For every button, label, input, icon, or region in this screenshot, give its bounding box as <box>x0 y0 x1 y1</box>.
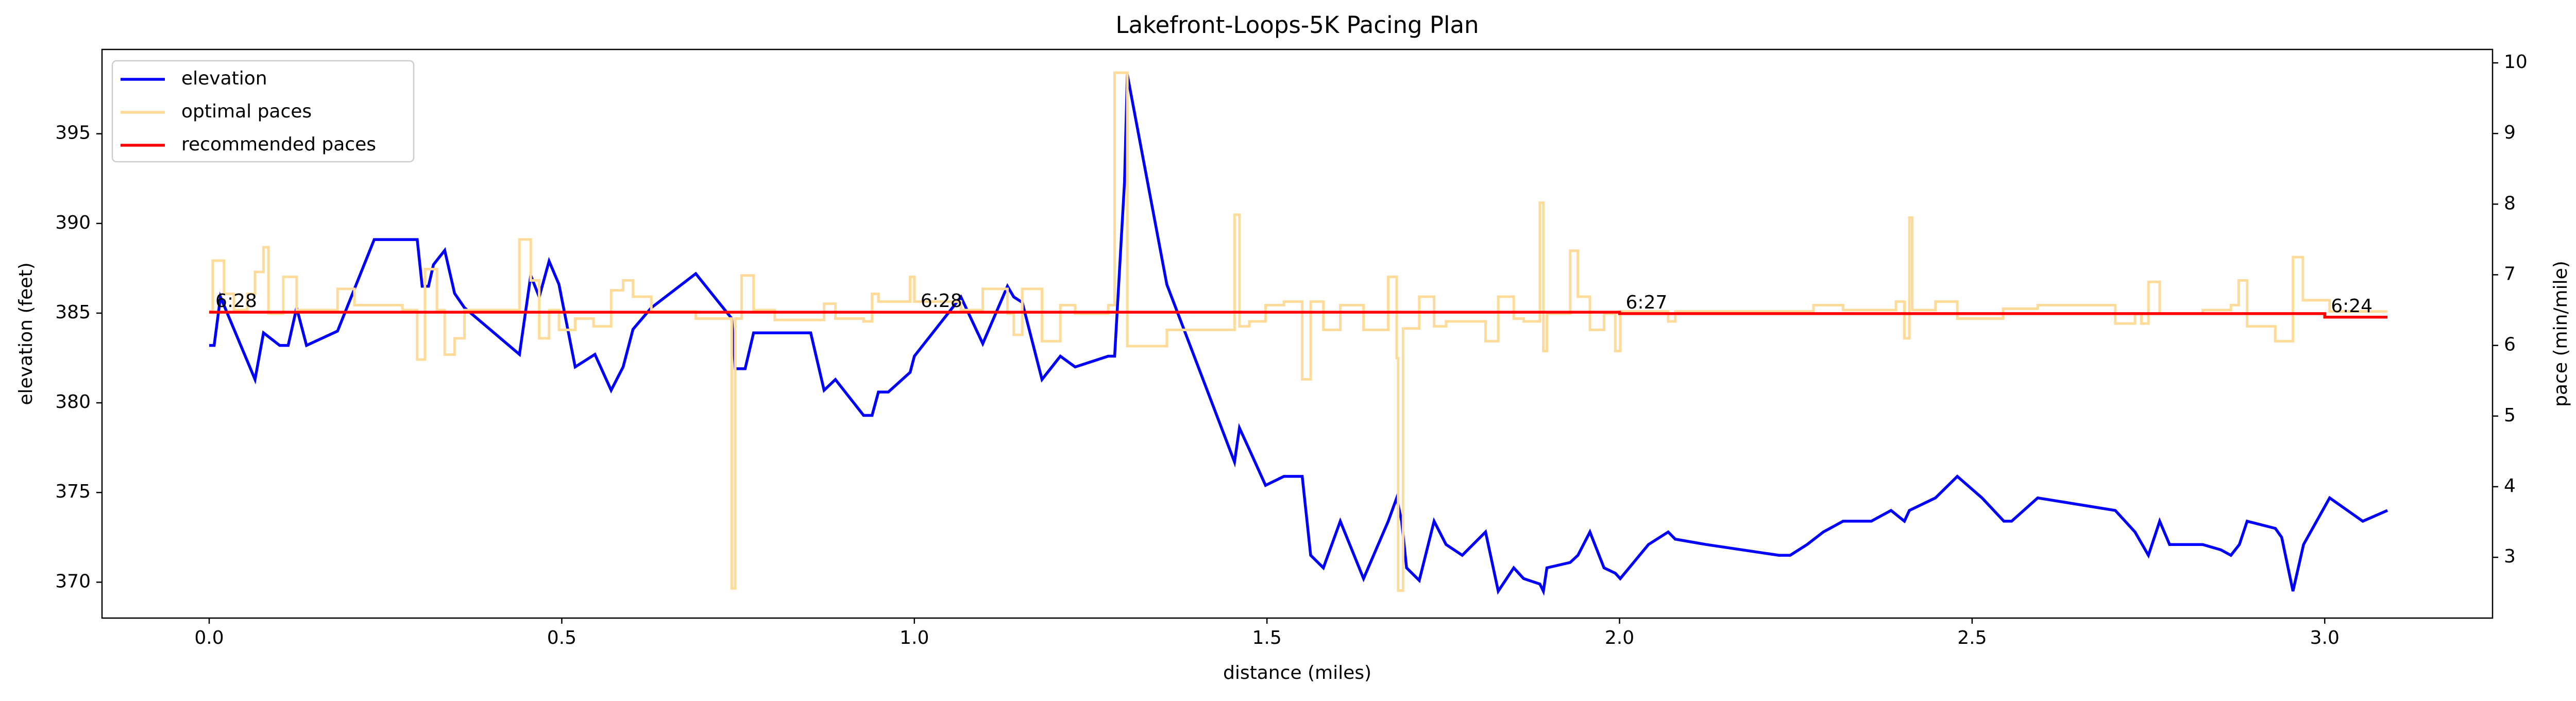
pace-annotation: 6:28 <box>215 290 257 312</box>
y-axis-label: elevation (feet) <box>15 262 37 405</box>
x-tick-label: 1.5 <box>1252 627 1282 648</box>
x-tick-label: 0.0 <box>194 627 224 648</box>
x-tick-label: 2.0 <box>1605 627 1634 648</box>
y2-tick-label: 7 <box>2504 263 2516 284</box>
y2-tick-label: 10 <box>2504 52 2528 73</box>
y-tick-label: 385 <box>55 302 91 323</box>
y-tick-label: 390 <box>55 212 91 233</box>
legend-box <box>111 60 415 163</box>
y2-tick-label: 4 <box>2504 475 2516 497</box>
x-tick-label: 2.5 <box>1957 627 1987 648</box>
legend-label: recommended paces <box>181 134 376 155</box>
y-tick-label: 395 <box>55 123 91 144</box>
plot-frame <box>101 48 2494 619</box>
y2-tick-label: 9 <box>2504 122 2516 143</box>
y2-tick-label: 8 <box>2504 193 2516 214</box>
pace-annotation: 6:27 <box>1626 292 1668 313</box>
x-tick-label: 0.5 <box>547 627 577 648</box>
x-axis-label: distance (miles) <box>1223 662 1371 683</box>
y2-tick-label: 5 <box>2504 405 2516 426</box>
pace-annotation: 6:28 <box>921 290 962 312</box>
pace-annotation: 6:24 <box>2331 296 2372 317</box>
y2-axis-label: pace (min/mile) <box>2550 261 2571 407</box>
y-tick-label: 380 <box>55 391 91 413</box>
y2-tick-label: 3 <box>2504 546 2516 567</box>
x-tick-label: 1.0 <box>900 627 929 648</box>
y-tick-label: 375 <box>55 481 91 502</box>
chart-title: Lakefront-Loops-5K Pacing Plan <box>1115 11 1479 39</box>
series-line <box>209 74 2388 596</box>
y2-tick-label: 6 <box>2504 334 2516 355</box>
series-line <box>209 71 2388 592</box>
y-tick-label: 370 <box>55 571 91 592</box>
legend-label: optimal paces <box>181 101 312 122</box>
legend-label: elevation <box>181 68 267 89</box>
x-tick-label: 3.0 <box>2310 627 2340 648</box>
series-line <box>209 311 2388 319</box>
